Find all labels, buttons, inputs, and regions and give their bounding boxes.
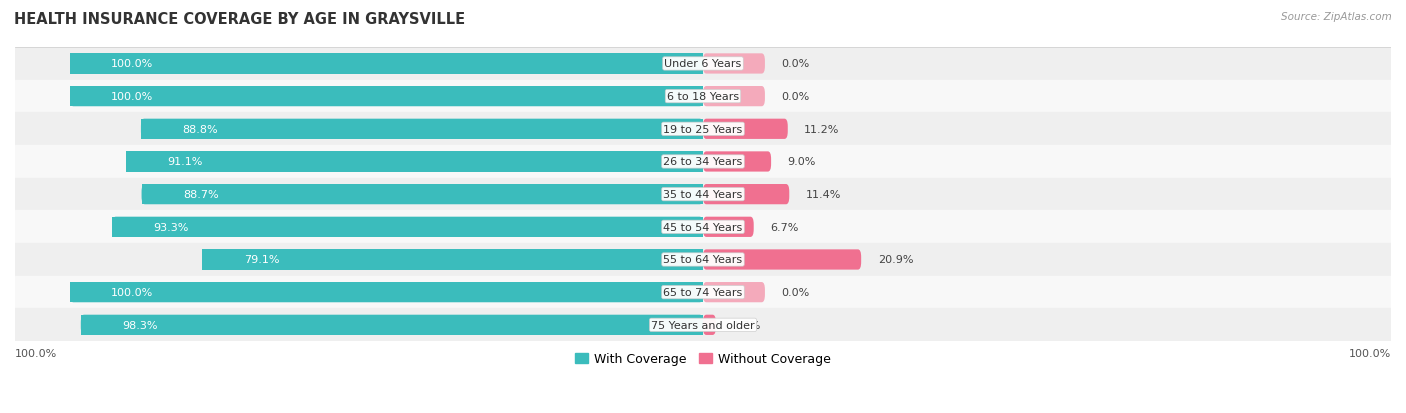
Text: 11.4%: 11.4% [806, 190, 841, 199]
FancyBboxPatch shape [703, 250, 860, 270]
FancyBboxPatch shape [703, 185, 789, 205]
Text: 65 to 74 Years: 65 to 74 Years [664, 287, 742, 297]
FancyBboxPatch shape [80, 315, 703, 335]
Text: 19 to 25 Years: 19 to 25 Years [664, 124, 742, 135]
Text: 91.1%: 91.1% [167, 157, 202, 167]
Bar [15, 178, 1391, 211]
Text: 100.0%: 100.0% [111, 92, 153, 102]
Text: 93.3%: 93.3% [153, 222, 188, 232]
Text: 88.7%: 88.7% [183, 190, 218, 199]
FancyBboxPatch shape [112, 217, 703, 237]
Text: Source: ZipAtlas.com: Source: ZipAtlas.com [1281, 12, 1392, 22]
Bar [141, 119, 703, 140]
Text: 0.0%: 0.0% [782, 92, 810, 102]
FancyBboxPatch shape [70, 54, 703, 74]
Text: 0.0%: 0.0% [782, 59, 810, 69]
Bar [15, 48, 1391, 81]
Text: 35 to 44 Years: 35 to 44 Years [664, 190, 742, 199]
Text: 6 to 18 Years: 6 to 18 Years [666, 92, 740, 102]
Bar [142, 185, 703, 205]
Bar [127, 152, 703, 172]
Text: 0.0%: 0.0% [782, 287, 810, 297]
Bar [202, 250, 703, 270]
Legend: With Coverage, Without Coverage: With Coverage, Without Coverage [571, 347, 835, 370]
FancyBboxPatch shape [703, 282, 765, 303]
Text: 100.0%: 100.0% [111, 59, 153, 69]
Bar [15, 146, 1391, 178]
Bar [15, 211, 1391, 244]
FancyBboxPatch shape [127, 152, 703, 172]
Text: 79.1%: 79.1% [243, 255, 280, 265]
Text: HEALTH INSURANCE COVERAGE BY AGE IN GRAYSVILLE: HEALTH INSURANCE COVERAGE BY AGE IN GRAY… [14, 12, 465, 27]
Bar [112, 217, 703, 237]
Bar [15, 276, 1391, 309]
Text: 11.2%: 11.2% [804, 124, 839, 135]
Text: Under 6 Years: Under 6 Years [665, 59, 741, 69]
Bar [80, 315, 703, 335]
Text: 20.9%: 20.9% [877, 255, 912, 265]
Text: 9.0%: 9.0% [787, 157, 815, 167]
FancyBboxPatch shape [703, 119, 787, 140]
Text: 88.8%: 88.8% [183, 124, 218, 135]
Text: 1.7%: 1.7% [733, 320, 761, 330]
FancyBboxPatch shape [202, 250, 703, 270]
Text: 75 Years and older: 75 Years and older [651, 320, 755, 330]
FancyBboxPatch shape [141, 119, 703, 140]
FancyBboxPatch shape [142, 185, 703, 205]
FancyBboxPatch shape [703, 87, 765, 107]
Text: 26 to 34 Years: 26 to 34 Years [664, 157, 742, 167]
Text: 100.0%: 100.0% [1348, 349, 1391, 358]
Bar [15, 244, 1391, 276]
FancyBboxPatch shape [703, 54, 765, 74]
FancyBboxPatch shape [703, 152, 770, 172]
Text: 98.3%: 98.3% [122, 320, 157, 330]
FancyBboxPatch shape [703, 315, 716, 335]
Text: 100.0%: 100.0% [15, 349, 58, 358]
Bar [15, 309, 1391, 341]
Bar [70, 87, 703, 107]
Bar [70, 282, 703, 303]
Text: 45 to 54 Years: 45 to 54 Years [664, 222, 742, 232]
FancyBboxPatch shape [70, 87, 703, 107]
Bar [15, 113, 1391, 146]
Text: 100.0%: 100.0% [111, 287, 153, 297]
Text: 6.7%: 6.7% [770, 222, 799, 232]
FancyBboxPatch shape [70, 282, 703, 303]
Text: 55 to 64 Years: 55 to 64 Years [664, 255, 742, 265]
FancyBboxPatch shape [703, 217, 754, 237]
Bar [15, 81, 1391, 113]
Bar [70, 54, 703, 74]
